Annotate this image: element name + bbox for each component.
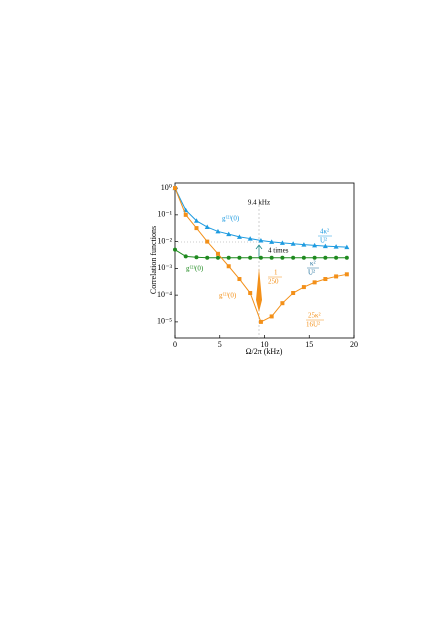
point [312, 242, 318, 248]
point [237, 255, 242, 260]
point [280, 255, 285, 260]
series-label: g⁽²⁾(0) [219, 292, 237, 300]
point [323, 255, 328, 260]
point [173, 186, 177, 191]
point [226, 264, 231, 269]
x-tick-label: 5 [218, 340, 222, 349]
point [248, 291, 253, 296]
point [215, 228, 221, 234]
point [193, 218, 199, 223]
annotation: 4 times [268, 247, 289, 255]
y-tick-label: 10⁻³ [157, 263, 172, 272]
annotation: 25κ² [308, 312, 321, 320]
annotation: U² [320, 237, 327, 245]
annotation: 16U² [306, 321, 320, 329]
annotation: U² [308, 269, 315, 277]
arrow [255, 244, 263, 258]
point [226, 231, 232, 237]
point [280, 301, 285, 306]
point [344, 255, 349, 260]
x-tick-label: 20 [350, 340, 358, 349]
point [236, 234, 242, 239]
point [183, 254, 188, 259]
point [194, 255, 199, 260]
point [312, 255, 317, 260]
point [237, 277, 242, 282]
point [173, 247, 177, 252]
point [205, 239, 210, 244]
point [344, 244, 350, 250]
y-tick-label: 10⁻⁴ [157, 290, 172, 299]
point [301, 242, 307, 247]
point [269, 239, 275, 244]
point [334, 274, 339, 279]
series-label: g⁽²⁾(0) [186, 265, 204, 273]
point [269, 314, 274, 319]
point [258, 319, 263, 324]
point [226, 255, 231, 260]
point [290, 241, 296, 246]
x-tick-label: 0 [173, 340, 177, 349]
point [333, 244, 339, 249]
point [204, 224, 210, 230]
x-tick-label: 10 [261, 340, 269, 349]
point [258, 238, 264, 243]
y-tick-label: 10⁻⁵ [157, 317, 172, 326]
x-tick-label: 15 [305, 340, 313, 349]
y-axis-label: Correlation functions [149, 226, 158, 294]
point [323, 277, 328, 282]
point [269, 255, 274, 260]
point [312, 280, 317, 285]
annotation: 1 [274, 269, 278, 277]
point [301, 255, 306, 260]
point [279, 240, 285, 245]
point [215, 255, 220, 260]
annotation: 250 [268, 278, 279, 286]
y-tick-label: 10⁰ [161, 183, 172, 192]
point [334, 255, 339, 260]
annotation: κ² [310, 260, 316, 268]
point [248, 255, 253, 260]
point [194, 226, 199, 231]
point [247, 236, 253, 241]
point [215, 251, 220, 256]
point [205, 255, 210, 260]
y-tick-label: 10⁻² [157, 236, 172, 245]
point [183, 212, 188, 217]
annotation: 9.4 kHz [248, 199, 270, 207]
point [291, 291, 296, 296]
series-label: g⁽²⁾(0) [222, 215, 240, 223]
annotation: 4κ² [320, 228, 329, 236]
y-tick-label: 10⁻¹ [157, 210, 172, 219]
point [301, 285, 306, 290]
point [291, 255, 296, 260]
point [322, 243, 328, 249]
point [344, 272, 349, 277]
arrow [256, 268, 262, 312]
x-axis-label: Ω/2π (kHz) [246, 347, 283, 356]
point [258, 255, 263, 260]
